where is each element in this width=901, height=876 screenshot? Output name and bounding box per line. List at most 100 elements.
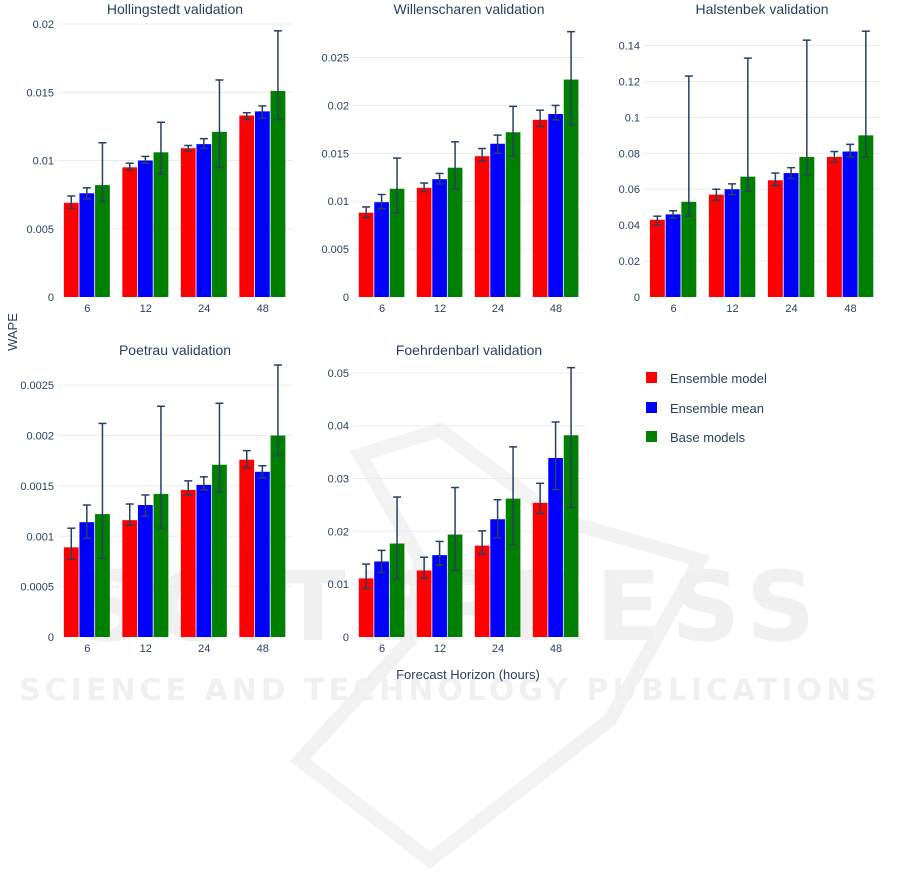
bar [767,180,783,297]
x-tick-label: 48 [257,643,269,655]
subplot-4: Poetrau validation 0 0.0005 0.001 0.0015 0.00… [20,342,292,655]
legend-label-ensemble-mean: Ensemble mean [670,401,764,416]
legend-label-base-models: Base models [670,430,746,445]
y-tick-label: 0.12 [619,76,640,88]
bar [180,489,196,637]
y-tick-label: 0.005 [321,244,349,256]
x-tick-label: 48 [550,643,562,655]
subplot-title: Halstenbek validation [695,1,828,17]
x-tick-label: 24 [492,303,504,315]
subplot-grid: Hollingstedt validation 0 0.005 0.01 0.015 0.… [20,1,880,655]
bar [649,219,665,297]
x-tick-label: 48 [844,303,856,315]
y-tick-label: 0 [634,292,640,304]
bar [196,144,212,297]
bar [254,111,270,297]
legend-item-ensemble-model[interactable]: Ensemble model [646,371,767,386]
bar [374,561,389,637]
bar [63,547,79,637]
bar [153,152,169,297]
bar [490,143,505,297]
bar [95,185,110,297]
x-tick-label: 24 [198,303,210,315]
y-tick-label: 0.01 [33,156,54,168]
legend-item-ensemble-mean[interactable]: Ensemble mean [646,401,764,416]
subplot-3: Halstenbek validation 0 0.02 0.04 0.06 0.08 0.… [619,1,880,315]
bar [389,188,405,297]
y-tick-label: 0.08 [619,148,640,160]
bar [358,212,374,297]
bar [490,519,505,637]
y-tick-label: 0.03 [328,474,349,486]
y-tick-label: 0 [343,632,349,644]
bar [783,173,799,297]
y-tick-label: 0.04 [328,421,349,433]
bar [122,520,138,637]
y-tick-label: 0.002 [26,431,54,443]
bar [724,189,740,297]
y-tick-label: 0 [48,632,54,644]
y-tick-label: 0.02 [328,100,349,112]
bar [740,176,756,297]
y-tick-label: 0 [48,292,54,304]
bar [563,79,579,297]
bar [79,193,95,297]
y-tick-label: 0.015 [321,148,349,160]
legend: Ensemble model Ensemble mean Base models [646,371,767,445]
bar [548,457,563,637]
bar [532,502,548,637]
x-tick-label: 24 [492,643,504,655]
y-tick-label: 0.001 [26,531,54,543]
bar [447,167,463,297]
bar [432,555,447,637]
watermark-logo-shape [289,422,711,869]
y-tick-label: 0.06 [619,184,640,196]
bar [416,570,432,637]
subplot-title: Poetrau validation [119,342,231,358]
bar [79,522,95,637]
y-tick-label: 0.01 [328,579,349,591]
x-tick-label: 24 [785,303,797,315]
bar [374,202,389,297]
x-tick-label: 6 [84,643,90,655]
bar [474,156,490,297]
bar [180,148,196,297]
bar [239,115,255,297]
bar [254,471,270,637]
y-axis-title: WAPE [5,313,20,351]
bar [137,505,153,637]
x-tick-label: 12 [434,643,446,655]
bar [212,131,227,297]
bar [826,156,842,297]
bar [212,464,227,637]
y-tick-label: 0.0005 [20,582,54,594]
bar [665,214,681,297]
bar [196,484,212,637]
subplot-title: Foehrdenbarl validation [396,342,542,358]
x-tick-label: 48 [257,303,269,315]
bar [858,135,874,297]
bar [563,435,579,637]
legend-item-base-models[interactable]: Base models [646,430,746,445]
bar [505,498,521,637]
x-tick-label: 6 [670,303,676,315]
bar [153,493,169,637]
y-tick-label: 0.02 [33,19,54,31]
legend-swatch-ensemble-model [646,372,657,383]
bar [708,194,724,297]
x-tick-label: 12 [726,303,738,315]
legend-swatch-ensemble-mean [646,402,657,413]
x-tick-label: 6 [379,303,385,315]
subplot-2: Willenscharen validation 0 0.005 0.01 0.015 0… [321,1,585,315]
x-tick-label: 12 [434,303,446,315]
y-tick-label: 0.0025 [20,380,54,392]
bar [447,534,463,637]
bar [270,435,286,637]
bar [474,545,490,637]
legend-label-ensemble-model: Ensemble model [670,371,767,386]
subplot-1: Hollingstedt validation 0 0.005 0.01 0.015 0.… [26,1,292,315]
subplot-title: Willenscharen validation [394,1,545,17]
bar [532,119,548,297]
y-tick-label: 0.05 [328,368,349,380]
